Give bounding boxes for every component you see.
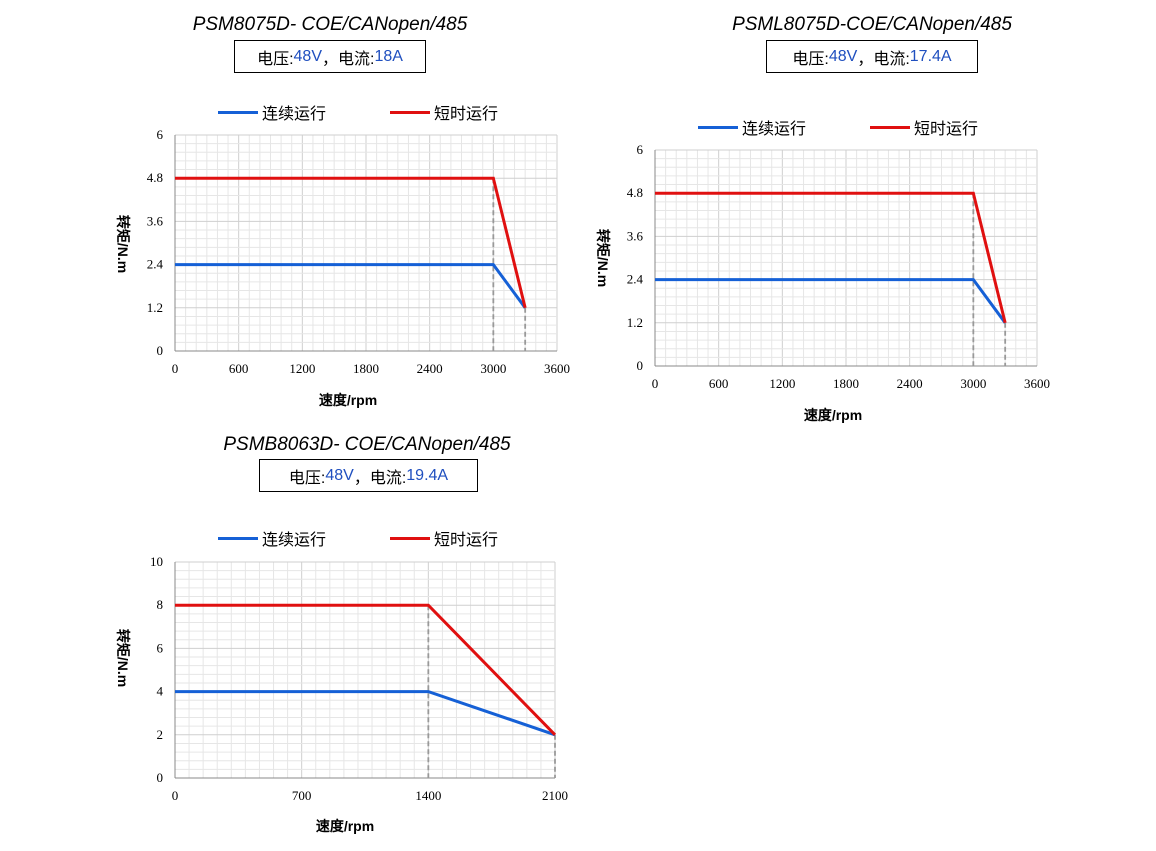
chart-title: PSM8075D- COE/CANopen/485	[192, 14, 468, 35]
y-tick-label: 0	[157, 343, 164, 358]
voltage-value: 48V	[828, 47, 858, 65]
x-tick-label: 0	[652, 376, 659, 391]
voltage-label: 电压:	[792, 50, 829, 68]
y-tick-label: 0	[157, 770, 164, 785]
legend-swatch-short	[870, 125, 910, 129]
x-tick-label: 1200	[769, 376, 795, 391]
spec-box: 电压: 48V ，电流: 19.4A	[259, 459, 478, 492]
legend-swatch-continuous	[698, 125, 738, 129]
y-axis-label: 转矩/N.m	[595, 229, 611, 287]
x-tick-label: 600	[229, 361, 249, 376]
series-line-short	[175, 176, 527, 309]
x-tick-label: 2100	[542, 788, 568, 803]
x-axis-label: 速度/rpm	[316, 818, 374, 834]
legend-short: 短时运行	[870, 115, 978, 139]
chart-title: PSMB8063D- COE/CANopen/485	[223, 434, 511, 455]
y-tick-label: 3.6	[147, 213, 164, 228]
x-tick-label: 2400	[417, 361, 443, 376]
x-tick-label: 3600	[1024, 376, 1050, 391]
x-tick-label: 1800	[833, 376, 859, 391]
current-value: 18A	[374, 47, 403, 65]
legend-swatch-continuous	[218, 110, 258, 114]
legend-label: 短时运行	[434, 532, 499, 549]
legend-swatch-short	[390, 536, 430, 540]
voltage-value: 48V	[293, 47, 322, 65]
chart-plot: 0 700 1400 2100 0 2 4 6 8 10 速度/rpm 转矩/N.m	[115, 554, 568, 834]
legend-label: 短时运行	[914, 121, 979, 138]
x-tick-label: 3600	[544, 361, 570, 376]
voltage-label: 电压:	[257, 50, 294, 68]
y-tick-label: 10	[150, 554, 163, 569]
series-line-short	[655, 191, 1007, 324]
x-tick-label: 3000	[480, 361, 506, 376]
current-label: ，电流:	[857, 50, 910, 68]
chart-title: PSML8075D-COE/CANopen/485	[732, 14, 1012, 35]
x-tick-label: 1800	[353, 361, 379, 376]
series-line-continuous	[175, 263, 527, 309]
voltage-value: 48V	[325, 466, 354, 484]
y-tick-label: 4	[157, 684, 164, 699]
y-tick-label: 6	[157, 127, 164, 142]
legend-continuous: 连续运行	[698, 115, 806, 139]
y-tick-label: 0	[637, 358, 644, 373]
x-tick-label: 1400	[415, 788, 441, 803]
y-tick-label: 6	[637, 142, 644, 157]
current-value: 19.4A	[406, 466, 449, 484]
y-tick-label: 6	[157, 640, 164, 655]
y-tick-label: 3.6	[627, 228, 644, 243]
legend-continuous: 连续运行	[218, 100, 326, 124]
y-axis-label: 转矩/N.m	[115, 215, 131, 273]
y-tick-label: 1.2	[627, 315, 643, 330]
x-tick-label: 600	[709, 376, 729, 391]
y-tick-label: 2.4	[627, 272, 644, 287]
x-tick-label: 1200	[289, 361, 315, 376]
chart-plot: 0 600 1200 1800 2400 3000 3600 0 1.2 2.4 3.6 4.8 6 速度…	[115, 127, 570, 408]
x-axis-label: 速度/rpm	[804, 407, 862, 423]
x-tick-label: 3000	[960, 376, 986, 391]
spec-box: 电压: 48V ，电流: 18A	[234, 40, 426, 73]
y-tick-label: 2	[157, 727, 164, 742]
x-tick-label: 700	[292, 788, 312, 803]
x-tick-label: 2400	[897, 376, 923, 391]
legend-label: 连续运行	[262, 532, 327, 549]
chart-plot: 0 600 1200 1800 2400 3000 3600 0 1.2 2.4 3.6 4.8 6 速度…	[595, 142, 1050, 423]
y-tick-label: 1.2	[147, 300, 163, 315]
y-tick-label: 4.8	[627, 185, 643, 200]
legend-swatch-short	[390, 110, 430, 114]
x-tick-label: 0	[172, 361, 179, 376]
series-line-short	[175, 603, 557, 736]
y-tick-label: 4.8	[147, 170, 163, 185]
spec-box: 电压: 48V ，电流: 17.4A	[766, 40, 978, 73]
current-value: 17.4A	[909, 47, 952, 65]
legend-short: 短时运行	[390, 526, 498, 550]
series-line-continuous	[175, 690, 556, 737]
y-axis-label: 转矩/N.m	[115, 629, 131, 687]
y-tick-label: 2.4	[147, 257, 164, 272]
legend-swatch-continuous	[218, 536, 258, 540]
legend-label: 连续运行	[262, 106, 327, 123]
legend-continuous: 连续运行	[218, 526, 326, 550]
voltage-label: 电压:	[288, 469, 326, 487]
current-label: ，电流:	[353, 469, 407, 487]
current-label: ，电流:	[322, 50, 375, 68]
legend-label: 短时运行	[434, 106, 499, 123]
y-tick-label: 8	[157, 597, 164, 612]
x-tick-label: 0	[172, 788, 179, 803]
series-line-continuous	[655, 278, 1007, 324]
legend-label: 连续运行	[742, 121, 807, 138]
legend-short: 短时运行	[390, 100, 498, 124]
x-axis-label: 速度/rpm	[319, 392, 377, 408]
